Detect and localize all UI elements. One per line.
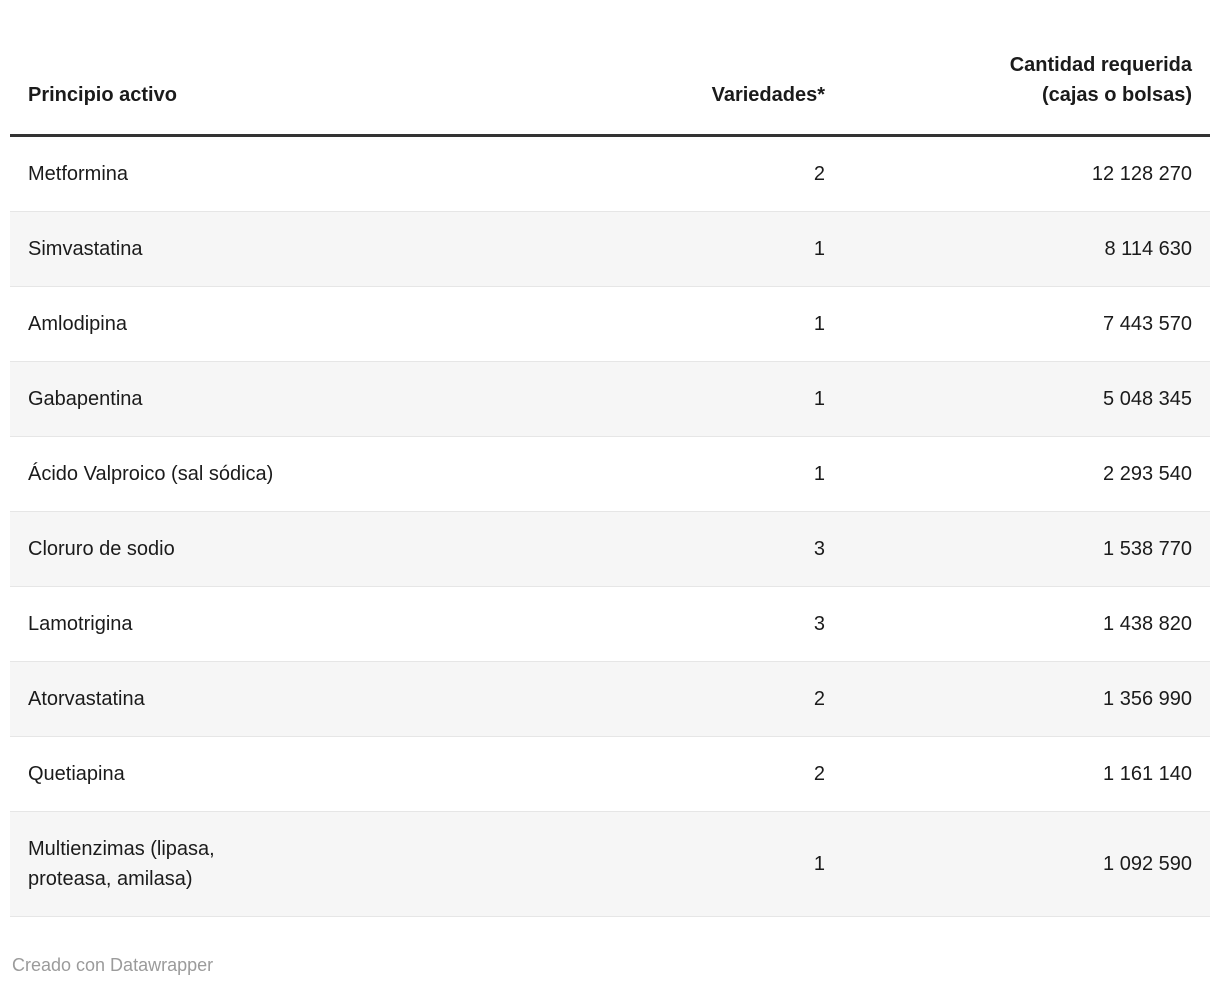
cell-cantidad: 1 092 590 (843, 811, 1210, 917)
table-header: Principio activo Variedades* Cantidad re… (10, 50, 1210, 137)
cell-cantidad: 1 161 140 (843, 736, 1210, 812)
cell-variedades: 2 (603, 736, 843, 812)
cell-principio-activo: Gabapentina (10, 361, 603, 437)
cell-variedades: 3 (603, 586, 843, 662)
table-row: Gabapentina 1 5 048 345 (10, 361, 1210, 437)
cell-variedades: 3 (603, 511, 843, 587)
cell-principio-activo: Multienzimas (lipasa, proteasa, amilasa) (10, 811, 603, 917)
cell-variedades: 2 (603, 661, 843, 737)
cell-principio-activo: Quetiapina (10, 736, 603, 812)
table-body: Metformina 2 12 128 270 Simvastatina 1 8 114 … (10, 135, 1210, 917)
table-row: Lamotrigina 3 1 438 820 (10, 586, 1210, 662)
cell-principio-activo: Cloruro de sodio (10, 511, 603, 587)
table-row: Simvastatina 1 8 114 630 (10, 211, 1210, 287)
cell-cantidad: 2 293 540 (843, 436, 1210, 512)
cell-variedades: 1 (603, 811, 843, 917)
table-row: Metformina 2 12 128 270 (10, 135, 1210, 212)
column-header-principio-activo: Principio activo (10, 50, 603, 137)
cell-variedades: 1 (603, 436, 843, 512)
column-header-variedades: Variedades* (603, 50, 843, 137)
cell-cantidad: 12 128 270 (843, 135, 1210, 212)
cell-cantidad: 7 443 570 (843, 286, 1210, 362)
table-header-row: Principio activo Variedades* Cantidad re… (10, 50, 1210, 137)
medications-table: Principio activo Variedades* Cantidad re… (10, 50, 1210, 917)
table-row: Atorvastatina 2 1 356 990 (10, 661, 1210, 737)
cell-variedades: 1 (603, 286, 843, 362)
cell-principio-activo: Metformina (10, 135, 603, 212)
column-header-cantidad-requerida: Cantidad requerida (cajas o bolsas) (843, 50, 1210, 137)
cell-variedades: 1 (603, 361, 843, 437)
cell-principio-activo: Amlodipina (10, 286, 603, 362)
table-row: Multienzimas (lipasa, proteasa, amilasa)… (10, 811, 1210, 917)
table-row: Quetiapina 2 1 161 140 (10, 736, 1210, 812)
cell-variedades: 1 (603, 211, 843, 287)
table-row: Amlodipina 1 7 443 570 (10, 286, 1210, 362)
datawrapper-attribution-link[interactable]: Creado con Datawrapper (12, 955, 214, 975)
cell-cantidad: 1 538 770 (843, 511, 1210, 587)
table-row: Cloruro de sodio 3 1 538 770 (10, 511, 1210, 587)
cell-cantidad: 8 114 630 (843, 211, 1210, 287)
table-row: Ácido Valproico (sal sódica) 1 2 293 540 (10, 436, 1210, 512)
cell-cantidad: 1 356 990 (843, 661, 1210, 737)
attribution-footer: Creado con Datawrapper (10, 917, 1210, 976)
cell-principio-activo: Ácido Valproico (sal sódica) (10, 436, 603, 512)
cell-variedades: 2 (603, 135, 843, 212)
cell-cantidad: 5 048 345 (843, 361, 1210, 437)
cell-principio-activo: Lamotrigina (10, 586, 603, 662)
cell-cantidad: 1 438 820 (843, 586, 1210, 662)
cell-principio-activo: Atorvastatina (10, 661, 603, 737)
cell-principio-activo: Simvastatina (10, 211, 603, 287)
